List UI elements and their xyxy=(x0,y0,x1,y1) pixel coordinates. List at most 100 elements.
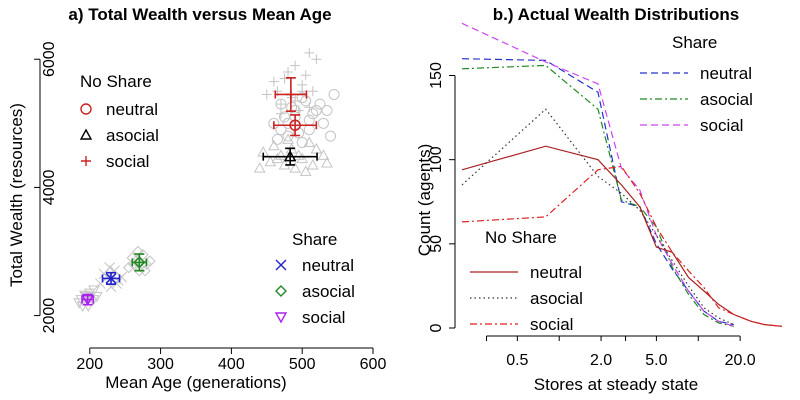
x-tick-label: 5.0 xyxy=(645,352,667,369)
data-point xyxy=(299,165,312,176)
legend-label: social xyxy=(700,116,743,135)
series-line xyxy=(461,22,734,327)
legend-label: asocial xyxy=(530,289,583,308)
group-mean-marker xyxy=(289,119,301,131)
data-point xyxy=(311,54,322,65)
x-tick-label: 600 xyxy=(360,356,387,373)
data-point xyxy=(296,137,308,149)
data-point xyxy=(303,136,316,148)
legend-marker xyxy=(275,259,287,271)
data-point xyxy=(304,47,315,58)
data-point xyxy=(271,152,284,164)
panel-a-xlabel: Mean Age (generations) xyxy=(105,373,286,392)
data-point xyxy=(104,262,115,273)
data-point xyxy=(133,265,146,277)
legend-label: social xyxy=(302,308,345,327)
legend-label: social xyxy=(106,152,149,171)
data-point xyxy=(314,98,326,110)
legend-title: Share xyxy=(672,33,717,52)
data-point xyxy=(290,60,301,71)
data-point xyxy=(282,133,294,144)
data-point xyxy=(307,86,318,97)
legend-marker xyxy=(79,128,93,140)
data-point xyxy=(275,108,286,119)
legend-marker xyxy=(81,156,91,166)
data-point xyxy=(264,155,277,167)
y-tick-label: 100 xyxy=(428,146,445,173)
data-point xyxy=(91,291,103,303)
legend-marker xyxy=(274,312,288,324)
data-point xyxy=(116,271,127,283)
data-point xyxy=(268,139,280,151)
data-point xyxy=(296,152,309,164)
data-point xyxy=(310,105,322,116)
x-tick-label: 20.0 xyxy=(725,352,756,369)
group-mean-marker xyxy=(81,294,94,307)
x-tick-label: 400 xyxy=(218,356,245,373)
series-line xyxy=(461,58,734,326)
data-point xyxy=(300,70,311,81)
data-point xyxy=(253,162,266,173)
data-point xyxy=(304,102,315,113)
data-point xyxy=(303,124,315,136)
legend-label: neutral xyxy=(700,64,752,83)
data-point xyxy=(282,117,294,129)
x-tick-label: 0.5 xyxy=(506,352,528,369)
data-point xyxy=(261,89,272,100)
y-tick-label: 0 xyxy=(428,323,445,332)
group-mean-marker xyxy=(283,150,297,162)
panel-a: a) Total Wealth versus Mean Age Mean Age… xyxy=(7,5,386,392)
series-line xyxy=(461,64,734,327)
series-line xyxy=(461,145,783,327)
data-point xyxy=(268,76,279,87)
panel-b-legends: Share neutral asocial social No Share neutral… xyxy=(470,33,753,334)
y-tick-label: 50 xyxy=(428,235,445,253)
y-tick-label: 150 xyxy=(428,62,445,89)
data-point xyxy=(88,285,100,296)
legend-label: asocial xyxy=(302,282,355,301)
data-point xyxy=(328,88,340,100)
y-tick-label: 2000 xyxy=(41,298,58,334)
legend-marker xyxy=(80,103,92,115)
panel-a-means xyxy=(81,77,318,307)
legend-label: asocial xyxy=(700,90,753,109)
series-line xyxy=(461,165,783,327)
legend-label: social xyxy=(530,315,573,334)
panel-a-title: a) Total Wealth versus Mean Age xyxy=(68,5,331,24)
panel-b-lines xyxy=(461,22,783,327)
data-point xyxy=(275,99,286,110)
data-point xyxy=(307,108,319,120)
data-point xyxy=(278,111,290,123)
data-point xyxy=(292,149,305,160)
data-point xyxy=(275,149,287,160)
group-mean-marker xyxy=(133,256,146,269)
error-bar-y xyxy=(290,114,301,137)
data-point xyxy=(139,265,151,277)
panel-b-ylabel: Count (agents) xyxy=(415,144,434,256)
legend-label: asocial xyxy=(106,126,159,145)
x-tick-label: 500 xyxy=(289,356,316,373)
data-point xyxy=(271,133,283,145)
panel-a-legends: No Share neutral asocial social Share neutral… xyxy=(79,72,355,327)
panel-b: b.) Actual Wealth Distributions Stores a… xyxy=(415,5,783,394)
legend-title: Share xyxy=(292,230,337,249)
x-tick-label: 300 xyxy=(147,356,174,373)
data-point xyxy=(98,268,110,280)
legend-label: neutral xyxy=(530,263,582,282)
data-point xyxy=(289,162,301,173)
legend-marker xyxy=(275,285,287,297)
y-tick-label: 4000 xyxy=(41,170,58,206)
x-tick-label: 2.0 xyxy=(590,352,612,369)
data-point xyxy=(317,117,329,129)
group-mean-marker xyxy=(285,89,296,100)
data-point xyxy=(290,95,301,106)
legend-title: No Share xyxy=(485,228,557,247)
data-point xyxy=(137,248,149,261)
legend-label: neutral xyxy=(106,100,158,119)
panel-b-xlabel: Stores at steady state xyxy=(534,375,698,394)
legend-title: No Share xyxy=(80,72,152,91)
y-tick-label: 6000 xyxy=(41,41,58,77)
data-point xyxy=(317,149,330,160)
series-line xyxy=(461,108,735,326)
